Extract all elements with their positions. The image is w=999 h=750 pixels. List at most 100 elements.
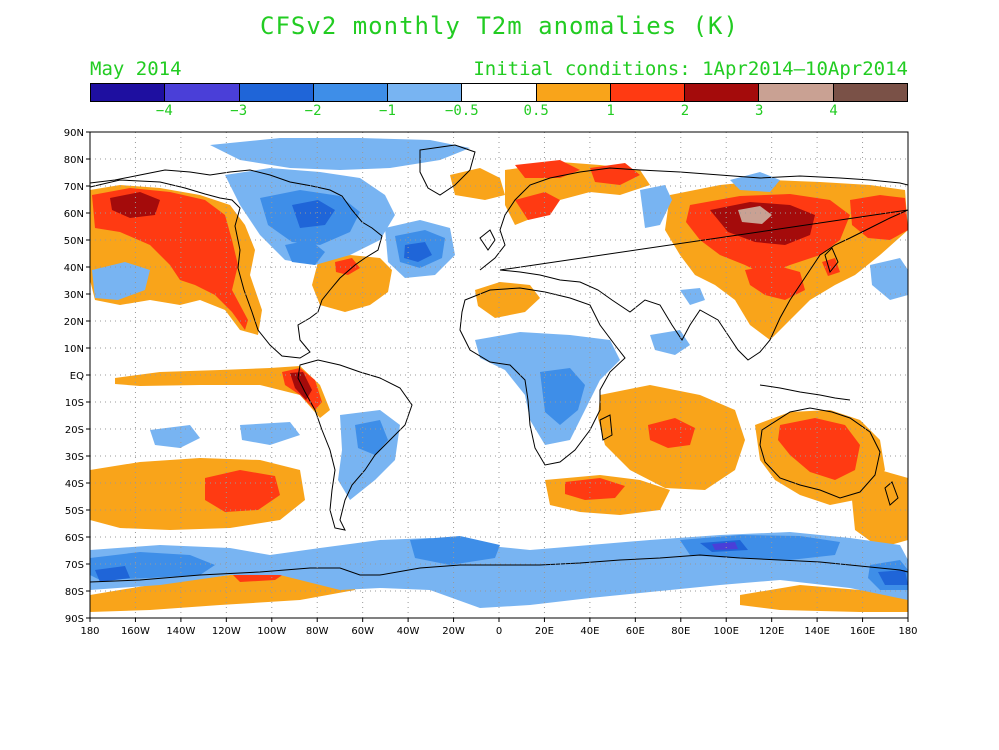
colorbar-label: −3 <box>230 103 248 119</box>
hot-anomaly-indian-ocean <box>648 418 695 448</box>
hot-anomaly-alaska-canada <box>92 188 248 330</box>
lat-label: 70S <box>65 560 84 571</box>
colorbar-segment <box>833 84 907 101</box>
colorbar <box>90 83 908 102</box>
colorbar-segment <box>685 84 760 101</box>
colorbar-label: −1 <box>379 103 396 119</box>
colorbar-segment <box>462 84 537 101</box>
lon-label: 180 <box>80 626 99 637</box>
coast-africa <box>459 287 626 466</box>
lat-label: EQ <box>70 371 84 382</box>
warm-anomaly-n-africa <box>475 282 540 318</box>
colorbar-segment <box>239 84 314 101</box>
lon-label: 60E <box>626 626 645 637</box>
lon-label: 140E <box>804 626 829 637</box>
strong-hot-anomaly-alaska <box>110 192 160 218</box>
longitude-labels: 180 160W 140W 120W 100W 80W 60W 40W 20W 0 20E 40E 60… <box>80 626 917 637</box>
colorbar-segment <box>759 84 834 101</box>
initial-conditions-label: Initial conditions: 1Apr2014–10Apr2014 <box>473 58 908 80</box>
warm-anomaly-antarctic-pacific <box>90 568 360 612</box>
colorbar-label: −4 <box>155 103 173 119</box>
warm-anomaly-n-atlantic <box>312 255 392 312</box>
lat-label: 50S <box>65 506 84 517</box>
latitude-labels: 90N 80N 70N 60N 50N 40N 30N 20N 10N EQ 10S 20S 30S 40… <box>64 128 84 625</box>
cool-anomaly-s-america <box>355 420 388 455</box>
lat-label: 80S <box>65 587 84 598</box>
lat-label: 50N <box>64 236 84 247</box>
coast-japan <box>824 247 839 274</box>
warm-anomaly-ross-sea <box>740 585 908 612</box>
colorbar-segment <box>91 84 166 101</box>
strong-hot-anomaly-peru <box>290 372 312 400</box>
hot-anomaly-s-pacific <box>205 470 280 512</box>
colorbar-label: 2 <box>680 103 690 119</box>
colorbar-label: 0.5 <box>523 103 549 119</box>
strong-cool-anomaly-ross-east <box>878 570 908 585</box>
lon-label: 0 <box>496 626 502 637</box>
lon-label: 100E <box>714 626 739 637</box>
colorbar-segment <box>165 84 240 101</box>
hot-anomaly-australia <box>778 418 860 480</box>
lat-label: 10N <box>64 344 84 355</box>
hot-anomaly-east-asia <box>745 265 805 300</box>
lon-label: 100W <box>257 626 286 637</box>
colorbar-label: −2 <box>304 103 322 119</box>
hot-anomaly-mid-atlantic <box>335 258 360 275</box>
lat-label: 40S <box>65 479 84 490</box>
cool-anomaly-antarctic-e <box>680 535 840 560</box>
extreme-cool-anomaly-antarctic-e <box>712 542 738 550</box>
lon-label: 140W <box>166 626 195 637</box>
lon-label: 160E <box>850 626 875 637</box>
lat-label: 20S <box>65 425 84 436</box>
colorbar-segment <box>313 84 389 101</box>
lon-label: 20E <box>535 626 554 637</box>
axis-ticks <box>86 131 909 622</box>
hot-anomaly-scandinavia <box>515 192 560 220</box>
colorbar-segment <box>610 84 686 101</box>
hot-anomaly-ne-asia <box>850 195 908 240</box>
lon-label: 60W <box>351 626 374 637</box>
colorbar-label: 4 <box>829 103 838 119</box>
colorbar-label: 3 <box>755 103 764 119</box>
coastlines <box>90 144 908 583</box>
lon-label: 120E <box>759 626 784 637</box>
anomaly-fields <box>90 138 908 612</box>
lat-label: 30S <box>65 452 84 463</box>
lat-label: 60N <box>64 209 84 220</box>
warm-anomaly-eq-pacific <box>115 366 330 418</box>
lat-label: 90N <box>64 128 84 139</box>
lon-label: 180 <box>898 626 917 637</box>
lat-label: 10S <box>65 398 84 409</box>
lon-label: 40E <box>580 626 599 637</box>
colorbar-segment <box>388 84 463 101</box>
lat-label: 60S <box>65 533 84 544</box>
coast-north-america <box>90 169 383 359</box>
lat-label: 90S <box>65 614 84 625</box>
lat-label: 20N <box>64 317 84 328</box>
cool-anomaly-nw-pacific <box>870 258 908 300</box>
lon-label: 20W <box>442 626 465 637</box>
cool-anomaly-arctic-ocean <box>210 138 470 170</box>
coast-new-zealand <box>884 481 899 506</box>
coast-greenland <box>419 144 476 196</box>
coast-madagascar <box>599 414 613 441</box>
chart-title: CFSv2 monthly T2m anomalies (K) <box>260 12 739 40</box>
lon-label: 160W <box>121 626 150 637</box>
cool-anomaly-s-pacific-w <box>150 425 200 448</box>
lat-label: 80N <box>64 155 84 166</box>
lon-label: 120W <box>212 626 241 637</box>
cool-anomaly-india <box>680 288 705 305</box>
valid-month-label: May 2014 <box>90 58 182 80</box>
coast-eurasia <box>479 167 908 361</box>
coast-antarctica <box>90 554 908 583</box>
coast-indonesia <box>759 384 851 401</box>
cool-anomaly-great-lakes <box>285 240 325 265</box>
lon-label: 80E <box>671 626 690 637</box>
lat-label: 70N <box>64 182 84 193</box>
warm-anomaly-sw-pacific <box>850 470 908 548</box>
cool-anomaly-ne-pacific <box>92 262 150 300</box>
coast-south-america <box>297 359 413 531</box>
strong-cool-anomaly-antarctic-w <box>95 566 130 582</box>
coast-australia <box>759 407 881 499</box>
